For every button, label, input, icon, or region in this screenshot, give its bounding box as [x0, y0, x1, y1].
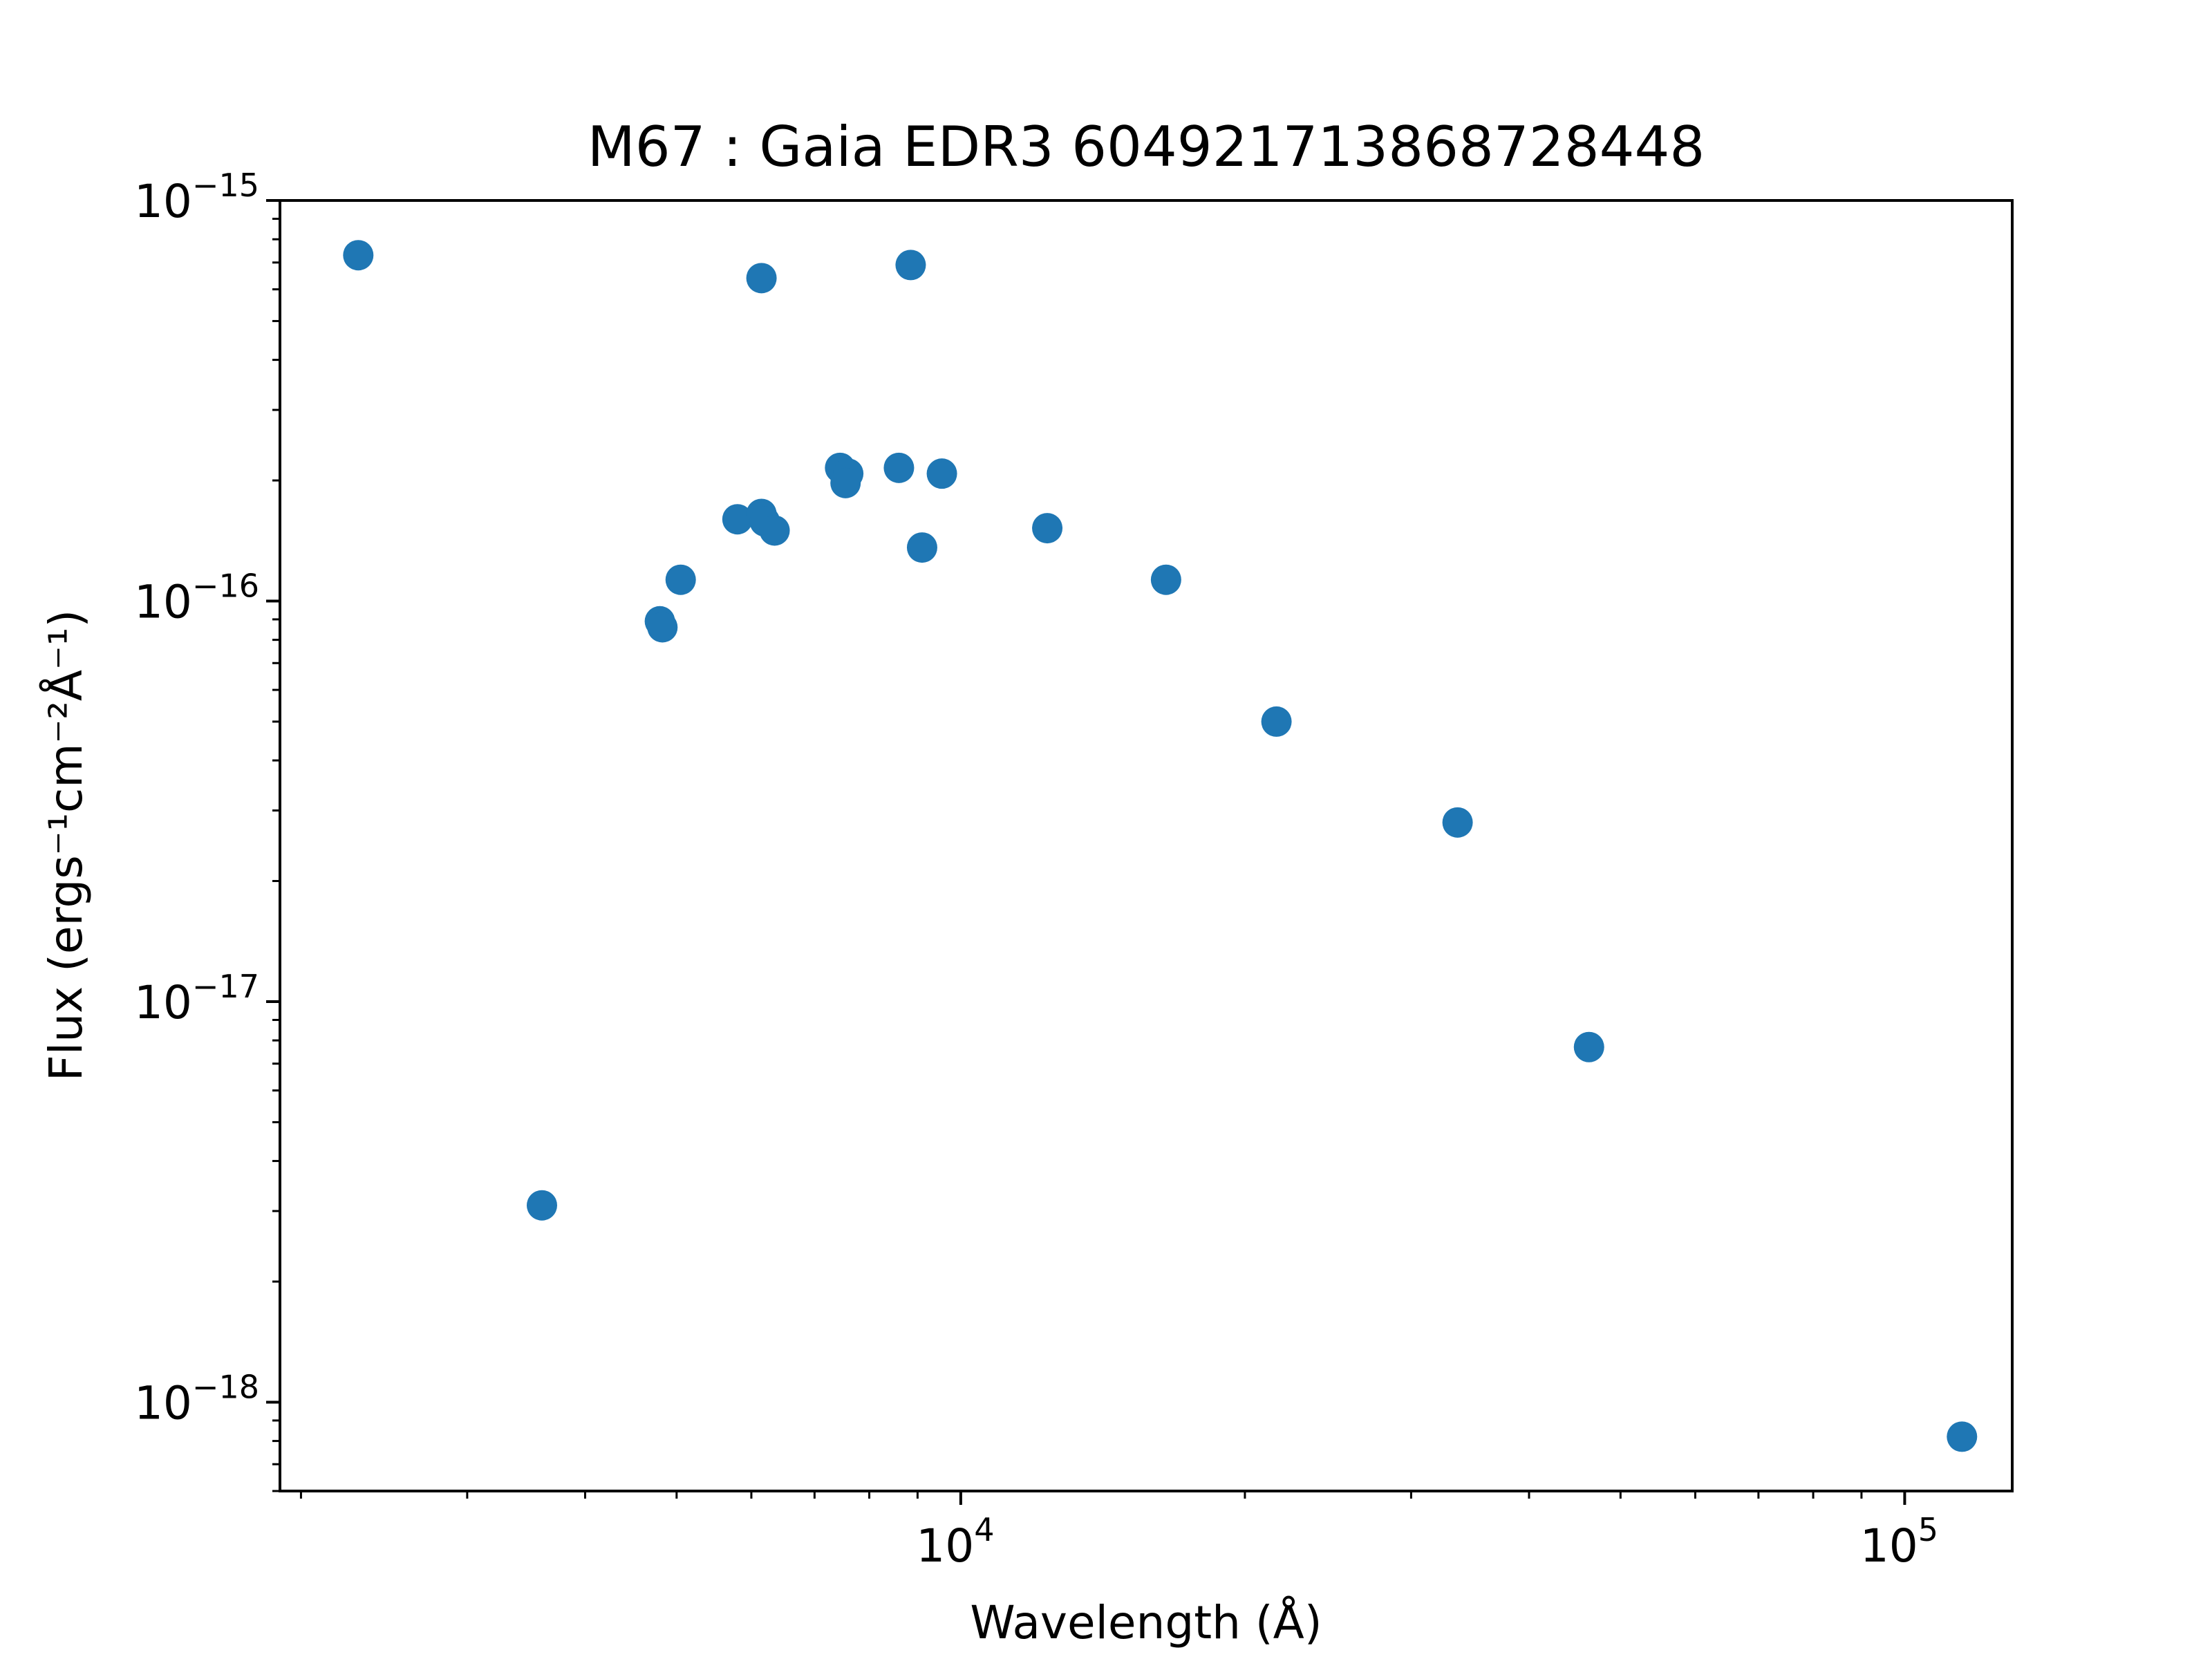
data-point — [830, 467, 861, 498]
x-axis-ticks: 104 105 — [299, 1491, 1938, 1573]
data-point — [895, 250, 926, 281]
data-point — [1032, 513, 1063, 544]
x-tick-label: 105 — [1860, 1511, 1938, 1573]
chart-title: M67 : Gaia EDR3 604921713868728448 — [588, 115, 1705, 179]
data-point — [746, 263, 777, 294]
data-points — [343, 240, 1978, 1452]
y-tick-label: 10−16 — [134, 567, 259, 628]
data-point — [527, 1190, 558, 1221]
data-point — [759, 515, 790, 546]
y-tick-label: 10−17 — [134, 968, 259, 1029]
data-point — [722, 504, 753, 535]
data-point — [1150, 564, 1181, 595]
data-point — [1442, 807, 1473, 838]
data-point — [647, 612, 678, 643]
y-axis-label: Flux (ergs⁻¹cm⁻²Å⁻¹) — [39, 610, 93, 1081]
x-axis-label: Wavelength (Å) — [970, 1596, 1322, 1649]
y-tick-label: 10−15 — [134, 167, 259, 228]
y-axis-ticks: 10−15 10−16 10−17 10−18 — [134, 167, 280, 1492]
data-point — [1573, 1031, 1604, 1062]
data-point — [906, 532, 937, 563]
data-point — [1261, 706, 1292, 737]
data-point — [926, 458, 957, 489]
y-tick-label: 10−18 — [134, 1368, 259, 1430]
data-point — [1947, 1421, 1978, 1452]
data-point — [665, 564, 696, 595]
plot-frame — [279, 199, 2014, 1492]
data-point — [883, 452, 915, 483]
data-point — [343, 240, 374, 271]
x-tick-label: 104 — [916, 1511, 994, 1573]
